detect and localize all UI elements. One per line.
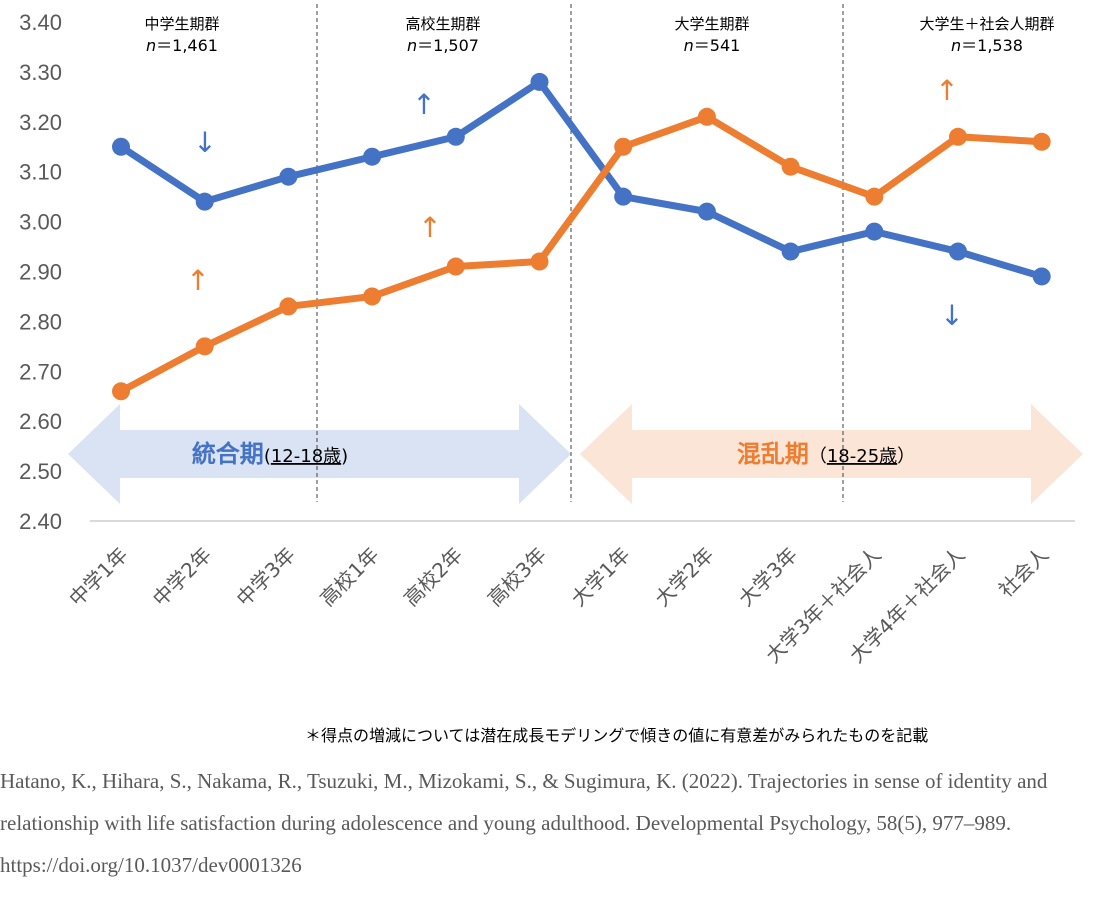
data-point [446,127,465,146]
x-tick-label: 大学2年 [650,543,718,611]
x-tick-label: 中学1年 [64,543,132,611]
line-chart: 2.40 2.50 2.60 2.70 2.80 2.90 3.00 3.10 3.20 3.30… [19,4,1083,668]
y-tick-label: 3.10 [19,160,62,185]
data-point [781,157,800,176]
y-tick-label: 2.60 [19,409,62,434]
group-title: 中学生期群 [144,15,219,33]
data-point [195,337,214,356]
y-tick-label: 2.90 [19,260,62,285]
data-point [949,242,967,261]
trend-arrow-icon: ↑ [412,88,435,121]
x-tick-label: 大学3年 [734,543,802,611]
group-n: n＝1,461 [146,36,218,55]
phase-band-arrow [580,404,1083,504]
data-point [363,287,382,306]
data-point [865,187,884,206]
data-point [112,137,130,156]
phase-label: 統合期(12-18歳) [192,440,348,468]
data-point [112,382,130,401]
x-tick-label: 大学1年 [566,543,634,611]
data-point [363,147,382,166]
series-line [117,113,1046,395]
phase-band-arrow [68,404,571,504]
group-title: 大学生期群 [674,15,749,33]
y-tick-label: 2.70 [19,359,62,384]
x-tick-label: 高校2年 [399,543,467,611]
group-title: 高校生期群 [405,15,480,33]
x-tick-label: 高校1年 [315,543,383,611]
x-tick-label: 中学3年 [232,543,300,611]
phase-label: 混乱期（18-25歳） [737,440,915,468]
trend-arrow-icon: ↓ [193,126,216,159]
y-tick-label: 2.80 [19,309,62,334]
data-point [1032,267,1051,286]
y-tick-label: 3.00 [19,210,62,235]
data-point [697,202,716,221]
series-line [117,78,1046,280]
data-point [781,242,800,261]
citation: Hatano, K., Hihara, S., Nakama, R., Tsuz… [0,769,1048,877]
group-n: n＝541 [684,36,741,55]
x-tick-label: 高校3年 [483,543,551,611]
data-point [614,187,633,206]
data-point [614,137,633,156]
trend-arrow-icon: ↑ [935,74,958,107]
group-title: 大学生＋社会人期群 [919,15,1054,33]
data-point [1032,132,1051,151]
trend-arrow-icon: ↓ [940,299,963,332]
data-point [195,192,214,211]
group-n: n＝1,507 [407,36,479,55]
y-tick-label: 2.40 [19,509,62,534]
data-point [697,107,716,126]
data-point [279,297,298,316]
footnote: ＊得点の増減については潜在成長モデリングで傾きの値に有意差がみられたものを記載 [305,726,929,745]
y-tick-label: 3.20 [19,110,62,135]
data-point [530,72,549,91]
data-point [865,222,884,241]
y-tick-label: 2.50 [19,459,62,484]
trend-arrow-icon: ↑ [186,264,209,297]
y-tick-label: 3.30 [19,60,62,85]
x-tick-label: 中学2年 [148,543,216,611]
data-point [949,127,967,146]
group-n: n＝1,538 [951,36,1023,55]
data-point [279,167,298,186]
data-point [446,257,465,276]
trend-arrow-icon: ↑ [418,211,441,244]
y-tick-label: 3.40 [19,10,62,35]
data-point [530,252,549,271]
x-tick-label: 社会人 [994,543,1053,602]
